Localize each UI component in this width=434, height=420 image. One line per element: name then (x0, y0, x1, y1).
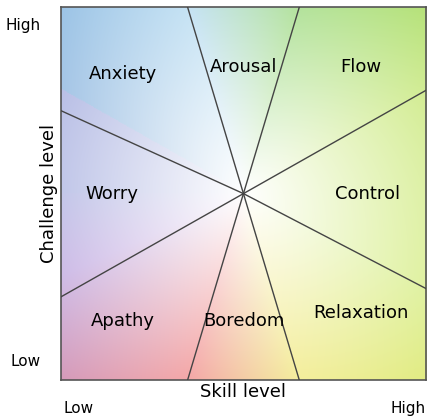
Y-axis label: Challenge level: Challenge level (40, 124, 58, 263)
Text: High: High (391, 401, 426, 416)
Text: Worry: Worry (85, 185, 138, 202)
Text: Low: Low (64, 401, 94, 416)
Text: Relaxation: Relaxation (313, 304, 408, 322)
Text: Apathy: Apathy (91, 312, 155, 330)
Text: Flow: Flow (340, 58, 381, 76)
Text: Low: Low (10, 354, 40, 369)
Text: Boredom: Boredom (203, 312, 284, 330)
Text: High: High (5, 18, 40, 33)
Text: Control: Control (335, 185, 400, 202)
Text: Arousal: Arousal (210, 58, 277, 76)
X-axis label: Skill level: Skill level (201, 383, 286, 401)
Text: Anxiety: Anxiety (89, 65, 157, 83)
